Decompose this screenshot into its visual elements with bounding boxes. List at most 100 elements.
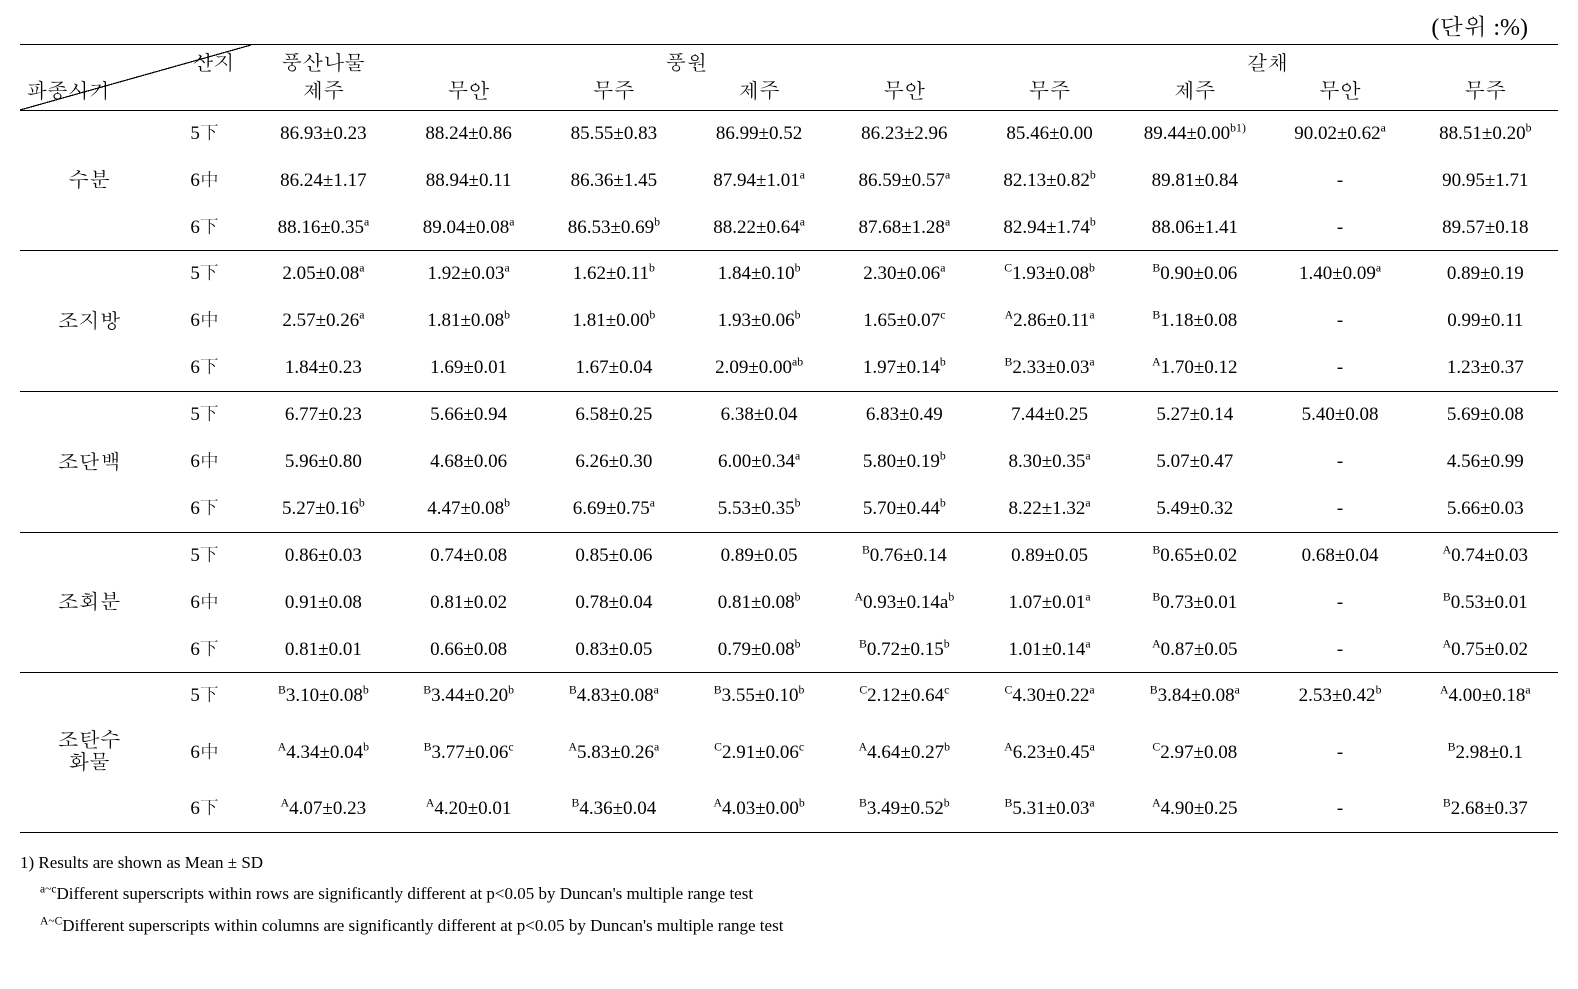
page: (단위 :%) 산지 파종시기 풍산나물 풍원 갈채 제주 무안 무주 제주 [0,0,1578,961]
origin-header: 무안 [1267,77,1412,110]
table-row: 수분6中86.24±1.1788.94±0.1186.36±1.4587.94±… [20,156,1558,204]
row-group-label-spacer [20,251,158,297]
footnote-2-text: Different superscripts within rows are s… [57,884,754,903]
table-row: 6下1.84±0.231.69±0.011.67±0.042.09±0.00ab… [20,345,1558,391]
data-cell: 2.05±0.08a [251,251,396,297]
data-cell: B4.36±0.04 [541,786,686,832]
row-group-label: 조회분 [20,578,158,626]
top-header-1: 풍산나물 [251,45,396,78]
row-group-label-spacer [20,786,158,832]
sowing-time-label: 5下 [158,673,250,719]
data-cell: - [1267,156,1412,204]
footnotes: 1) Results are shown as Mean ± SD a~cDif… [20,847,1558,941]
sowing-time-label: 6下 [158,486,250,532]
data-cell: 5.70±0.44b [832,486,977,532]
data-cell: 6.26±0.30 [541,438,686,486]
data-cell: 5.96±0.80 [251,438,396,486]
data-cell: 0.81±0.01 [251,627,396,673]
data-cell: 6.58±0.25 [541,391,686,437]
data-cell: B0.72±0.15b [832,627,977,673]
data-cell: B2.68±0.37 [1413,786,1558,832]
data-cell: 0.81±0.02 [396,578,541,626]
data-cell: A4.90±0.25 [1122,786,1267,832]
footnote-2: a~cDifferent superscripts within rows ar… [20,878,1558,909]
data-cell: 0.89±0.19 [1413,251,1558,297]
origin-header: 제주 [686,77,831,110]
data-cell: 2.30±0.06a [832,251,977,297]
data-cell: 88.16±0.35a [251,205,396,251]
data-cell: A4.20±0.01 [396,786,541,832]
data-cell: 0.81±0.08b [686,578,831,626]
data-cell: 0.86±0.03 [251,532,396,578]
data-cell: B0.65±0.02 [1122,532,1267,578]
data-cell: 88.22±0.64a [686,205,831,251]
data-cell: 8.22±1.32a [977,486,1122,532]
sowing-time-label: 5下 [158,532,250,578]
data-cell: 6.00±0.34a [686,438,831,486]
data-cell: 1.23±0.37 [1413,345,1558,391]
data-cell: B0.76±0.14 [832,532,977,578]
data-cell: 86.36±1.45 [541,156,686,204]
sowing-time-label: 6中 [158,156,250,204]
sowing-time-label: 6下 [158,786,250,832]
data-cell: - [1267,719,1412,786]
data-cell: A0.93±0.14ab [832,578,977,626]
footnote-2-prefix: a~c [40,883,57,896]
data-cell: 82.94±1.74b [977,205,1122,251]
table-row: 6下0.81±0.010.66±0.080.83±0.050.79±0.08bB… [20,627,1558,673]
origin-header: 무안 [396,77,541,110]
data-cell: 0.99±0.11 [1413,297,1558,345]
data-cell: 5.66±0.03 [1413,486,1558,532]
data-cell: 88.94±0.11 [396,156,541,204]
data-cell: 1.07±0.01a [977,578,1122,626]
data-cell: 1.69±0.01 [396,345,541,391]
data-cell: 0.78±0.04 [541,578,686,626]
sowing-time-label: 6中 [158,719,250,786]
data-cell: 88.24±0.86 [396,110,541,156]
table-row: 6下88.16±0.35a89.04±0.08a86.53±0.69b88.22… [20,205,1558,251]
data-cell: 86.23±2.96 [832,110,977,156]
sowing-time-label: 6下 [158,205,250,251]
table-row: 조회분6中0.91±0.080.81±0.020.78±0.040.81±0.0… [20,578,1558,626]
table-body: 5下86.93±0.2388.24±0.8685.55±0.8386.99±0.… [20,110,1558,832]
sowing-time-label: 6中 [158,438,250,486]
data-cell: B0.73±0.01 [1122,578,1267,626]
row-group-label: 조단백 [20,438,158,486]
data-cell: A0.87±0.05 [1122,627,1267,673]
row-group-label: 조지방 [20,297,158,345]
sowing-time-label: 6中 [158,297,250,345]
data-cell: A4.64±0.27b [832,719,977,786]
data-cell: 4.56±0.99 [1413,438,1558,486]
data-cell: B4.83±0.08a [541,673,686,719]
data-cell: 1.84±0.23 [251,345,396,391]
data-cell: C4.30±0.22a [977,673,1122,719]
data-cell: A4.34±0.04b [251,719,396,786]
data-cell: - [1267,438,1412,486]
data-cell: C2.12±0.64c [832,673,977,719]
data-cell: A4.03±0.00b [686,786,831,832]
data-cell: 4.47±0.08b [396,486,541,532]
data-cell: B3.55±0.10b [686,673,831,719]
data-cell: - [1267,486,1412,532]
data-cell: A6.23±0.45a [977,719,1122,786]
row-group-label-spacer [20,673,158,719]
sowing-time-label: 6下 [158,345,250,391]
top-header-2: 풍원 [396,45,977,78]
data-cell: 0.85±0.06 [541,532,686,578]
footnote-1: 1) Results are shown as Mean ± SD [20,847,1558,878]
table-row: 조지방6中2.57±0.26a1.81±0.08b1.81±0.00b1.93±… [20,297,1558,345]
data-cell: 7.44±0.25 [977,391,1122,437]
data-cell: A2.86±0.11a [977,297,1122,345]
unit-label: (단위 :%) [20,8,1558,44]
data-cell: 86.99±0.52 [686,110,831,156]
data-cell: B3.49±0.52b [832,786,977,832]
data-cell: B5.31±0.03a [977,786,1122,832]
data-cell: 0.89±0.05 [977,532,1122,578]
data-cell: 1.62±0.11b [541,251,686,297]
footnote-3-text: Different superscripts within columns ar… [62,916,783,935]
row-group-label-spacer [20,391,158,437]
diag-top-label: 산지 [193,49,235,77]
data-cell: A0.75±0.02 [1413,627,1558,673]
origin-header: 무주 [541,77,686,110]
data-cell: 1.92±0.03a [396,251,541,297]
